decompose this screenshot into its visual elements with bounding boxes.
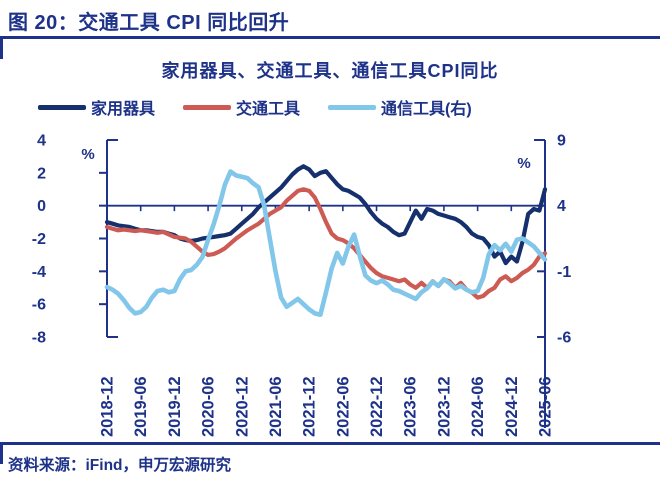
x-axis-tick-label: 2024-06 xyxy=(469,376,487,437)
figure-title: 图 20：交通工具 CPI 同比回升 xyxy=(8,12,290,34)
right-axis-tick-label: -1 xyxy=(557,264,571,281)
x-axis-tick-label: 2022-12 xyxy=(368,376,386,437)
footer-rule xyxy=(0,442,660,445)
legend-label-household-appliances: 家用器具 xyxy=(91,101,156,118)
legend-label-communication-tools: 通信工具(右) xyxy=(381,101,472,118)
x-axis-tick-label: 2019-12 xyxy=(166,376,184,437)
series-line-0 xyxy=(104,164,548,266)
page-border-mark-top xyxy=(0,36,3,59)
legend-item-household-appliances: 家用器具 xyxy=(38,95,155,119)
series-line-2 xyxy=(104,169,548,317)
left-axis-tick-label: -8 xyxy=(32,330,46,347)
left-axis-tick-label: -2 xyxy=(32,231,46,248)
x-axis-tick-label: 2019-06 xyxy=(132,376,150,437)
legend-item-communication-tools: 通信工具(右) xyxy=(328,95,472,119)
legend-swatch-communication-tools xyxy=(328,104,377,110)
right-axis-unit-label: % xyxy=(517,155,530,172)
left-axis-tick-label: 0 xyxy=(37,198,46,215)
right-axis-tick-label: -6 xyxy=(557,330,571,347)
left-axis-caps xyxy=(107,139,118,338)
x-axis-tick-label: 2020-12 xyxy=(233,376,251,437)
x-axis-tick-label: 2018-12 xyxy=(99,376,117,437)
left-axis-tick-label: 4 xyxy=(37,133,46,150)
chart-title: 家用器具、交通工具、通信工具CPI同比 xyxy=(161,61,499,81)
x-axis-tick-label: 2023-12 xyxy=(435,376,453,437)
right-axis-tick-label: 9 xyxy=(557,133,566,150)
x-axis-tick-label: 2020-06 xyxy=(200,376,218,437)
x-axis-tick-label: 2025-06 xyxy=(537,376,555,437)
legend-swatch-household-appliances xyxy=(38,104,86,110)
legend-label-vehicles: 交通工具 xyxy=(236,101,301,118)
cpi-line-chart: 4 2 0 -2 -4 -6 -8% 9 4 -1 -6% 2018-12 2019-06 2019-12… xyxy=(32,133,572,438)
left-axis-unit-label: % xyxy=(81,146,94,163)
left-axis-tick-label: -4 xyxy=(32,264,46,281)
x-axis-tick-label: 2022-06 xyxy=(334,376,352,437)
right-axis-tick-label: 4 xyxy=(557,198,566,215)
page-border-mark-bottom xyxy=(0,442,3,464)
x-axis-tick-label: 2023-06 xyxy=(402,376,420,437)
source-note: 资料来源：iFind，申万宏源研究 xyxy=(8,457,232,474)
legend: 家用器具 交通工具 通信工具(右) xyxy=(38,95,472,119)
legend-swatch-vehicles xyxy=(183,104,232,110)
x-axis-tick-label: 2021-06 xyxy=(267,376,285,437)
left-axis-tick-label: 2 xyxy=(37,165,46,182)
x-axis-tick-label: 2024-12 xyxy=(503,376,521,437)
legend-item-vehicles: 交通工具 xyxy=(183,95,300,119)
left-axis-tick-label: -6 xyxy=(32,297,46,314)
x-axis-tick-label: 2021-12 xyxy=(301,376,319,437)
title-underline xyxy=(0,36,660,39)
